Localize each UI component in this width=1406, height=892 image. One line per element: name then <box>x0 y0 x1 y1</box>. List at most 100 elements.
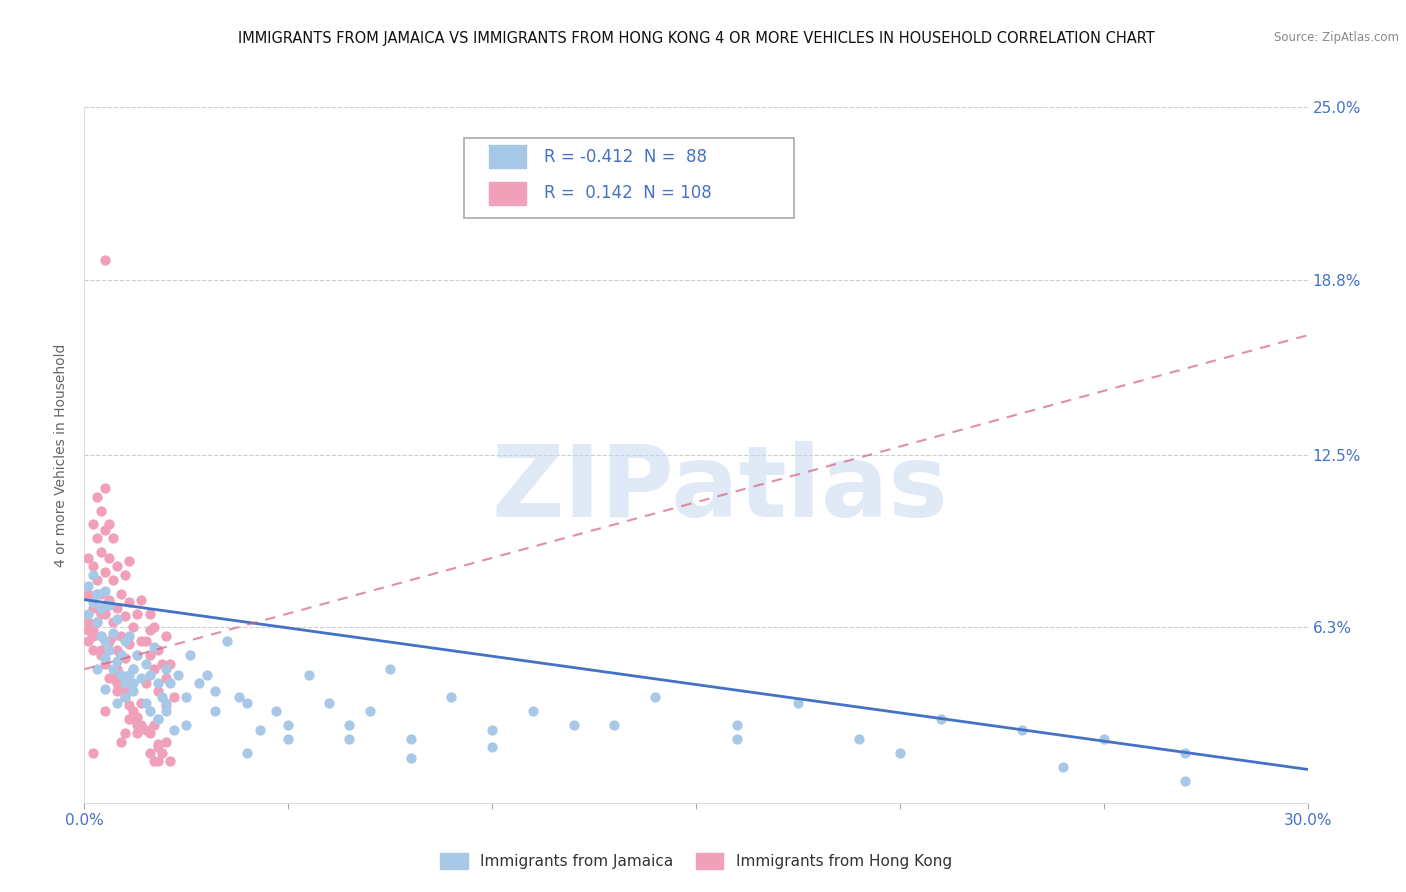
Point <box>93 651 117 665</box>
Point <box>127 648 149 663</box>
Point <box>138 726 160 740</box>
Point <box>122 712 145 726</box>
Point <box>110 648 132 663</box>
Point <box>146 754 169 768</box>
Point <box>114 684 136 698</box>
Point <box>204 684 226 698</box>
Point <box>118 595 141 609</box>
Point <box>90 601 112 615</box>
Point <box>118 629 141 643</box>
Point <box>339 718 361 732</box>
Point <box>101 615 124 629</box>
Point <box>82 567 104 582</box>
Point <box>101 532 124 546</box>
Point <box>359 704 381 718</box>
Point <box>93 681 117 696</box>
Legend: Immigrants from Jamaica, Immigrants from Hong Kong: Immigrants from Jamaica, Immigrants from… <box>434 847 957 875</box>
Point <box>138 624 160 638</box>
Point <box>1174 773 1197 788</box>
Point <box>110 648 132 663</box>
Text: IMMIGRANTS FROM JAMAICA VS IMMIGRANTS FROM HONG KONG 4 OR MORE VEHICLES IN HOUSE: IMMIGRANTS FROM JAMAICA VS IMMIGRANTS FR… <box>238 31 1154 46</box>
Point <box>93 634 117 648</box>
Point <box>90 648 112 663</box>
Point <box>97 671 120 685</box>
Point <box>399 731 422 746</box>
Point <box>110 587 132 601</box>
Point <box>114 676 136 690</box>
Point <box>298 667 321 681</box>
Point <box>1011 723 1033 738</box>
Point <box>150 746 173 760</box>
Point <box>82 629 104 643</box>
Point <box>142 620 165 634</box>
Point <box>93 584 117 599</box>
Point <box>155 662 177 676</box>
Point <box>97 598 120 612</box>
Point <box>86 587 108 601</box>
Point <box>127 718 149 732</box>
Point <box>97 592 120 607</box>
Point <box>131 634 153 648</box>
Point <box>77 550 100 565</box>
Point <box>146 737 169 751</box>
Point <box>86 587 108 601</box>
Point <box>167 667 190 681</box>
Point <box>725 731 748 746</box>
Point <box>118 637 141 651</box>
Point <box>380 662 402 676</box>
Point <box>440 690 463 704</box>
Point <box>131 696 153 710</box>
Point <box>118 667 141 681</box>
Text: R = -0.412  N =  88: R = -0.412 N = 88 <box>544 148 707 166</box>
Point <box>142 662 165 676</box>
Point <box>77 634 100 648</box>
Point <box>204 704 226 718</box>
Point <box>1052 759 1074 773</box>
Point <box>118 676 141 690</box>
Point <box>236 696 259 710</box>
Point <box>176 718 198 732</box>
Point <box>93 607 117 621</box>
Point <box>562 718 585 732</box>
Point <box>105 684 128 698</box>
Point <box>105 601 128 615</box>
Point <box>90 503 112 517</box>
Point <box>131 671 153 685</box>
Point <box>142 754 165 768</box>
Bar <box>489 182 526 204</box>
Point <box>86 601 108 615</box>
Point <box>339 731 361 746</box>
Point <box>159 657 181 671</box>
Point <box>114 690 136 704</box>
Point <box>82 624 104 638</box>
Point <box>138 704 160 718</box>
Point <box>86 662 108 676</box>
Point <box>122 704 145 718</box>
Point <box>150 657 173 671</box>
Point <box>101 629 124 643</box>
Point <box>155 629 177 643</box>
Point <box>97 642 120 657</box>
Point <box>118 554 141 568</box>
Point <box>114 726 136 740</box>
Point <box>82 559 104 574</box>
Point <box>135 696 157 710</box>
Point <box>82 746 104 760</box>
Point <box>97 634 120 648</box>
Point <box>176 690 198 704</box>
Point <box>82 601 104 615</box>
Point <box>101 671 124 685</box>
Point <box>135 657 157 671</box>
Point <box>481 723 503 738</box>
Point <box>110 679 132 693</box>
Point <box>77 615 100 629</box>
Point <box>105 559 128 574</box>
Point <box>179 648 201 663</box>
Point <box>101 626 124 640</box>
Point <box>159 754 181 768</box>
Point <box>142 640 165 654</box>
Point <box>93 565 117 579</box>
Point <box>86 490 108 504</box>
Point <box>90 629 112 643</box>
Point <box>217 634 239 648</box>
